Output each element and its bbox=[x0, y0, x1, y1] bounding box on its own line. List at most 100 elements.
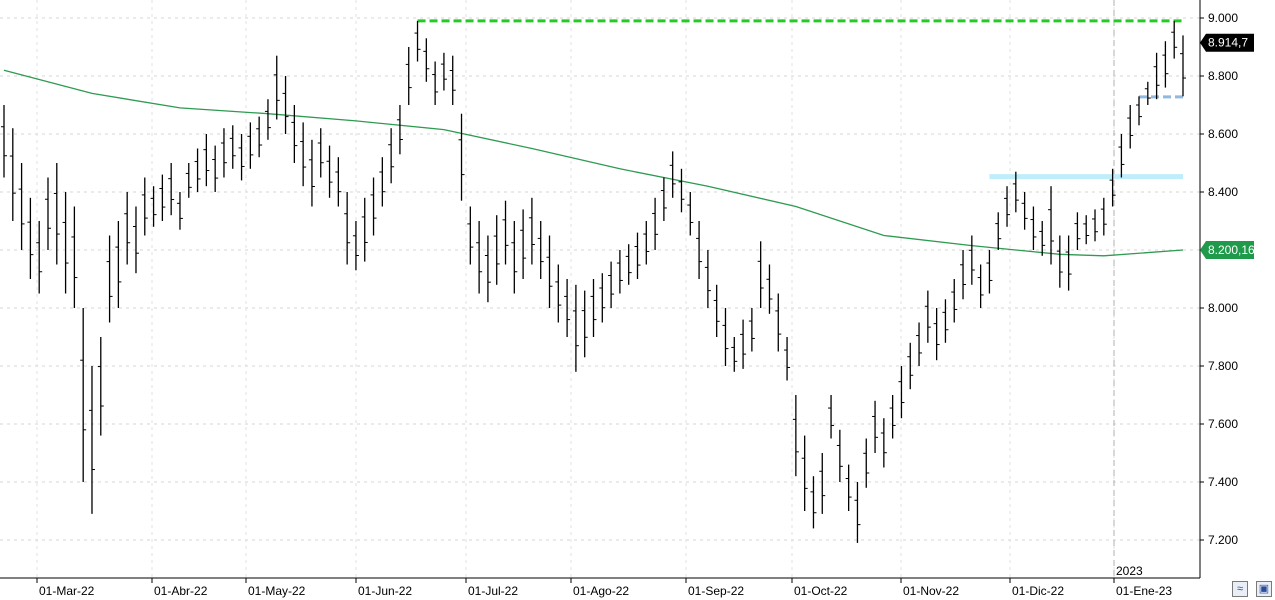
y-tick-label: 8.400 bbox=[1208, 185, 1238, 199]
ohlc-bar bbox=[203, 134, 210, 187]
y-tick-label: 9.000 bbox=[1208, 11, 1238, 25]
ohlc-bar bbox=[9, 128, 16, 221]
ohlc-bar bbox=[1136, 96, 1143, 126]
ohlc-bar bbox=[757, 241, 764, 308]
ohlc-bar bbox=[713, 284, 720, 337]
ohlc-bar bbox=[924, 290, 931, 343]
x-tick-label: 01-Sep-22 bbox=[688, 584, 744, 598]
ohlc-bar bbox=[748, 308, 755, 352]
ohlc-bar bbox=[678, 168, 685, 213]
ohlc-bar bbox=[1, 105, 7, 178]
ohlc-bar bbox=[432, 61, 439, 105]
ohlc-bar bbox=[1100, 197, 1107, 236]
ohlc-bar bbox=[467, 206, 474, 265]
ohlc-bar bbox=[968, 235, 975, 285]
ohlc-bar bbox=[1180, 35, 1186, 97]
ohlc-bar bbox=[88, 366, 95, 514]
ohlc-bar bbox=[704, 250, 711, 308]
ohlc-bar bbox=[229, 125, 236, 169]
x-tick-label: 01-Dic-22 bbox=[1012, 584, 1064, 598]
y-tick-label: 8.600 bbox=[1208, 127, 1238, 141]
ohlc-bar bbox=[62, 192, 69, 294]
ohlc-bar bbox=[185, 163, 192, 198]
x-tick-label: 01-Abr-22 bbox=[154, 584, 208, 598]
save-icon[interactable]: ▣ bbox=[1256, 581, 1272, 597]
x-tick-label: 01-May-22 bbox=[248, 584, 306, 598]
ohlc-bar bbox=[960, 250, 967, 300]
ohlc-bar bbox=[379, 157, 386, 207]
ohlc-bar bbox=[836, 429, 843, 482]
ohlc-bar bbox=[616, 250, 623, 294]
ohlc-bar bbox=[572, 284, 579, 372]
ohlc-bar bbox=[1127, 105, 1134, 149]
ohlc-bar bbox=[344, 192, 351, 265]
x-tick-label: 01-Ago-22 bbox=[573, 584, 629, 598]
ohlc-bar bbox=[176, 192, 183, 230]
ohlc-bar bbox=[458, 113, 465, 201]
ohlc-bar bbox=[300, 122, 307, 187]
ohlc-bar bbox=[1030, 206, 1037, 250]
ohlc-bar bbox=[53, 163, 60, 265]
ohlc-bar bbox=[423, 38, 430, 82]
ohlc-bar bbox=[537, 221, 544, 279]
ohlc-bars bbox=[1, 20, 1186, 543]
ohlc-bar bbox=[27, 197, 34, 279]
ohlc-bar bbox=[845, 464, 852, 511]
ohlc-bar bbox=[546, 235, 553, 308]
ohlc-bar bbox=[854, 482, 861, 543]
ohlc-bar bbox=[194, 148, 201, 192]
x-tick-label: 01-Jun-22 bbox=[358, 584, 412, 598]
ma-value-label: 8.200,16 bbox=[1208, 243, 1255, 257]
ohlc-bar bbox=[784, 337, 791, 381]
ohlc-bar bbox=[115, 221, 122, 308]
ohlc-bar bbox=[1021, 192, 1028, 230]
ohlc-bar bbox=[1039, 221, 1046, 256]
year-label: 2023 bbox=[1116, 564, 1143, 578]
y-tick-label: 7.600 bbox=[1208, 417, 1238, 431]
ma-value-tag: 8.200,16 bbox=[1200, 240, 1255, 259]
ohlc-bar bbox=[1074, 212, 1081, 250]
ohlc-bar bbox=[625, 244, 632, 285]
ohlc-bar bbox=[1171, 20, 1178, 59]
y-tick-label: 7.400 bbox=[1208, 475, 1238, 489]
ohlc-bar bbox=[634, 232, 641, 279]
ohlc-bar bbox=[388, 128, 395, 184]
x-tick-label: 01-Mar-22 bbox=[39, 584, 95, 598]
ohlc-bar bbox=[942, 299, 949, 343]
ohlc-bar bbox=[889, 395, 896, 439]
y-axis: 9.0008.8008.6008.4008.2008.0007.8007.600… bbox=[1200, 11, 1238, 547]
ohlc-bar bbox=[828, 395, 835, 439]
ohlc-bar bbox=[476, 221, 483, 294]
ohlc-bar bbox=[247, 122, 254, 169]
ohlc-bar bbox=[36, 221, 43, 294]
ohlc-bar bbox=[159, 174, 166, 221]
y-tick-label: 7.200 bbox=[1208, 533, 1238, 547]
ohlc-bar bbox=[907, 342, 914, 390]
ohlc-bar bbox=[933, 308, 940, 361]
ohlc-bar bbox=[722, 308, 729, 366]
ohlc-bar bbox=[264, 99, 271, 140]
ohlc-bar bbox=[581, 290, 588, 358]
ohlc-bar bbox=[1004, 186, 1011, 227]
chart-options-button[interactable]: ≈ bbox=[1232, 581, 1248, 597]
ohlc-bar bbox=[493, 215, 500, 285]
ohlc-bar bbox=[484, 235, 491, 303]
ohlc-bar bbox=[124, 192, 131, 265]
ohlc-bar bbox=[810, 476, 817, 529]
ohlc-bar bbox=[1092, 209, 1099, 242]
ohlc-bar bbox=[872, 400, 879, 453]
ohlc-bar bbox=[414, 20, 421, 62]
ohlc-bar bbox=[687, 192, 694, 236]
ohlc-bar bbox=[502, 200, 509, 265]
ohlc-bar bbox=[916, 322, 923, 366]
ohlc-bar bbox=[256, 116, 263, 158]
ohlc-bar bbox=[801, 435, 808, 511]
ohlc-bar bbox=[1012, 171, 1019, 213]
ohlc-bar bbox=[150, 186, 157, 227]
ohlc-bar bbox=[528, 197, 535, 265]
ohlc-bar bbox=[273, 55, 280, 120]
ohlc-bar bbox=[440, 52, 447, 91]
ohlc-bar bbox=[1118, 134, 1125, 178]
